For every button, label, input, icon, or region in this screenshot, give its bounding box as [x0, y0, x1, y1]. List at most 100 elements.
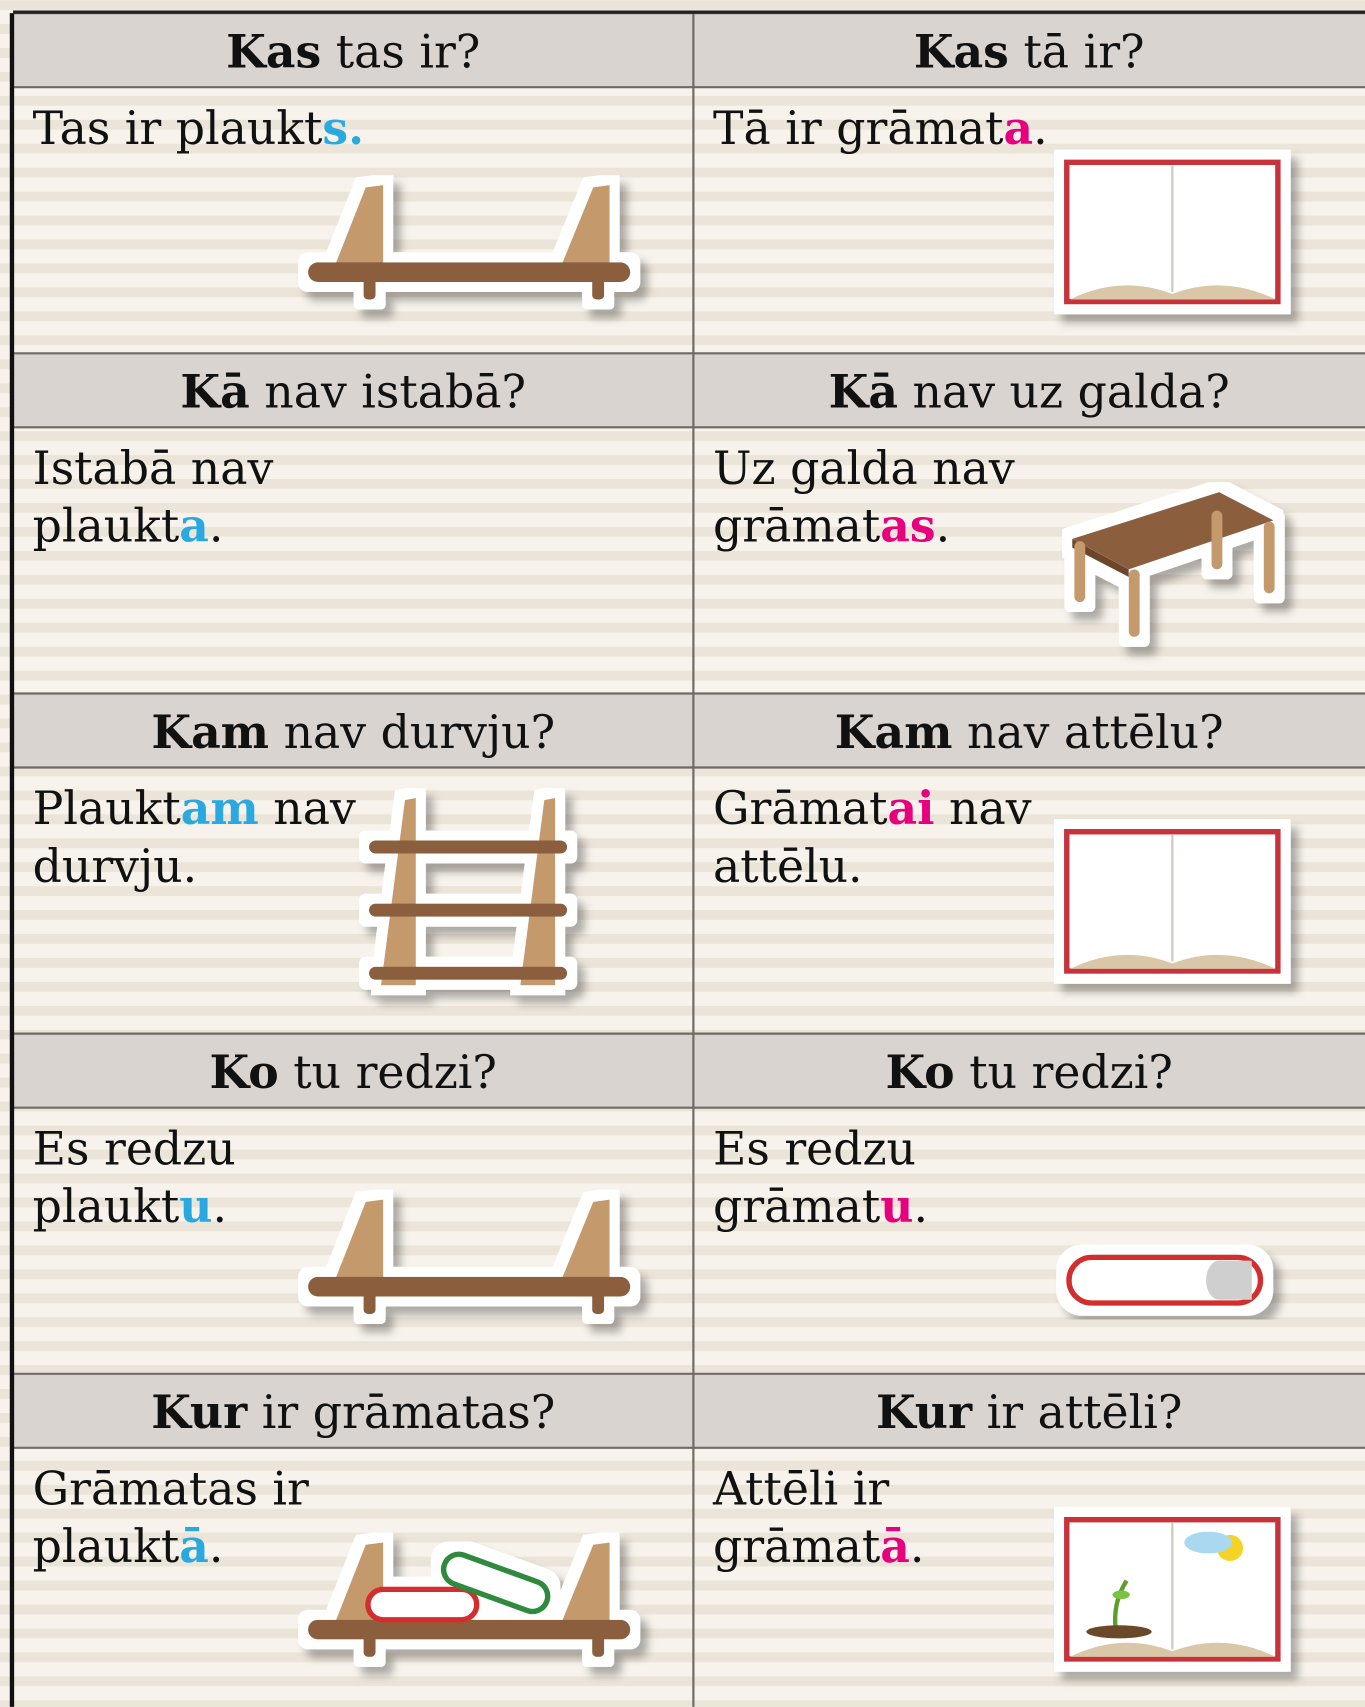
question-keyword: Kur: [876, 1385, 973, 1439]
question-keyword: Kam: [151, 705, 269, 759]
answer-line: Tā ir grāmata.: [713, 101, 1048, 155]
answer-ending: ā: [179, 1519, 209, 1573]
answer-text: Es redzu: [713, 1122, 916, 1175]
illustration-part: [1064, 159, 1281, 305]
answer-line: plauktā.: [33, 1519, 224, 1573]
answer-text: .: [1033, 102, 1048, 155]
question: Ko tu redzi?: [210, 1045, 497, 1099]
illustration-part: [1206, 1260, 1252, 1300]
answer-line: Es redzu: [33, 1122, 236, 1175]
illustration-part: [561, 1542, 610, 1622]
question-rest: tā ir?: [1023, 26, 1144, 79]
answer-line: grāmatā.: [713, 1519, 924, 1573]
illustration-part: [1112, 1590, 1130, 1600]
illustration-part: [1064, 1516, 1281, 1662]
answer-ending: u: [179, 1179, 212, 1233]
illustration-part: [1072, 492, 1274, 570]
illustrations: [308, 159, 1281, 1662]
answer-ending: am: [181, 781, 259, 835]
illustration-part: [592, 277, 605, 300]
illustration-part: [592, 1635, 605, 1657]
answer-text: .: [914, 1180, 929, 1233]
question-keyword: Ko: [210, 1045, 279, 1099]
question: Ko tu redzi?: [885, 1045, 1172, 1099]
texts: Kas tas ir? Tas ir plaukts. Kas tā ir? Tā i…: [33, 25, 1230, 1574]
illustration-part: [308, 185, 631, 300]
answer-ending: u: [880, 1179, 913, 1233]
answer-line: attēlu.: [713, 840, 863, 893]
illustration-part: [1064, 829, 1281, 974]
answer-line: grāmatu.: [713, 1179, 928, 1233]
answer-line: Tas ir plaukts.: [33, 101, 364, 155]
answer-text: Uz galda nav: [713, 442, 1015, 495]
header-bg: [13, 1033, 1365, 1108]
illustration-part: [335, 185, 384, 265]
header-bg: [13, 13, 1365, 88]
answer-line: Grāmatas ir: [33, 1462, 309, 1515]
question-rest: nav uz galda?: [913, 366, 1230, 419]
illustration-part: [1086, 1625, 1152, 1639]
illustration-part: [363, 277, 376, 300]
illustration-part: [363, 1292, 376, 1314]
answer-text: grāmat: [713, 1180, 881, 1233]
answer-ending: as: [880, 499, 935, 553]
answer-text: .: [209, 500, 224, 553]
answer-ending: a: [1004, 101, 1034, 155]
illustration-part: [592, 1292, 605, 1314]
answer-text: Plaukt: [33, 782, 182, 835]
illustration-part: [1064, 829, 1281, 974]
illustration-part: [440, 1551, 551, 1615]
question-rest: ir grāmatas?: [262, 1386, 556, 1439]
answer-text: Grāmatas ir: [33, 1462, 309, 1515]
answer-text: durvju.: [33, 840, 198, 893]
answer-text: plaukt: [33, 1180, 180, 1233]
illustration-part: [308, 185, 631, 300]
illustration-part: [308, 1542, 631, 1657]
question-keyword: Kas: [226, 25, 321, 79]
answer-text: plaukt: [33, 500, 180, 553]
question-rest: nav istabā?: [264, 366, 526, 419]
answer-text: .: [936, 500, 951, 553]
answer-line: Uz galda nav: [713, 442, 1015, 495]
question: Kur ir attēli?: [876, 1385, 1182, 1439]
answer-line: durvju.: [33, 840, 198, 893]
question: Kā nav istabā?: [180, 365, 526, 419]
question: Kur ir grāmatas?: [151, 1385, 555, 1439]
question-rest: nav attēlu?: [967, 706, 1224, 759]
answer-ending: ā: [880, 1519, 910, 1573]
illustration-part: [365, 1586, 480, 1623]
question-keyword: Kā: [829, 365, 898, 419]
illustration-part: [308, 1199, 631, 1314]
illustration-part: [363, 1635, 376, 1657]
illustration-part: [1070, 285, 1276, 300]
answer-text: plaukt: [33, 1520, 180, 1573]
table: [9, 10, 1365, 1707]
illustration-part: [308, 1199, 631, 1314]
question: Kam nav durvju?: [151, 705, 555, 759]
answer-ending: s.: [322, 101, 364, 155]
answer-line: grāmatas.: [713, 499, 950, 553]
answer-text: Es redzu: [33, 1122, 236, 1175]
illustration-part: [1113, 1579, 1129, 1630]
header-bg: [13, 1373, 1365, 1448]
question-keyword: Ko: [885, 1045, 954, 1099]
answer-text: .: [910, 1520, 925, 1573]
illustration-part: [561, 1199, 610, 1280]
question-keyword: Kā: [180, 365, 249, 419]
question: Kā nav uz galda?: [829, 365, 1230, 419]
illustration-part: [369, 797, 568, 986]
answer-text: Tā ir grāmat: [713, 102, 1004, 155]
illustration-part: [561, 185, 610, 265]
question-keyword: Kas: [914, 25, 1009, 79]
illustration-part: [1070, 1642, 1276, 1657]
answer-text: grāmat: [713, 1520, 881, 1573]
illustration-part: [1064, 1516, 1281, 1662]
answer-text: grāmat: [713, 500, 881, 553]
question-rest: tas ir?: [336, 26, 481, 79]
answer-line: Plauktam nav: [33, 781, 356, 835]
question-keyword: Kam: [835, 705, 953, 759]
answer-line: Grāmatai nav: [713, 781, 1032, 835]
illustration-part: [1070, 954, 1276, 969]
illustration-part: [440, 1551, 551, 1615]
